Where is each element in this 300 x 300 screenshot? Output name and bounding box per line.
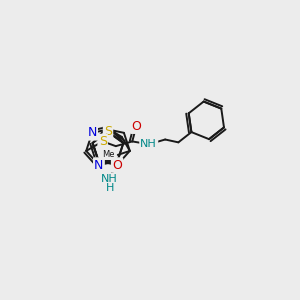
Text: NH: NH — [101, 174, 118, 184]
Text: O: O — [112, 158, 122, 172]
Text: N: N — [87, 126, 97, 139]
Text: S: S — [104, 125, 112, 138]
Text: H: H — [106, 183, 115, 193]
Text: S: S — [99, 135, 107, 148]
Text: Me: Me — [102, 150, 115, 159]
Text: Et: Et — [101, 126, 110, 135]
Text: NH: NH — [140, 139, 157, 149]
Text: N: N — [94, 158, 104, 172]
Text: O: O — [131, 120, 141, 133]
